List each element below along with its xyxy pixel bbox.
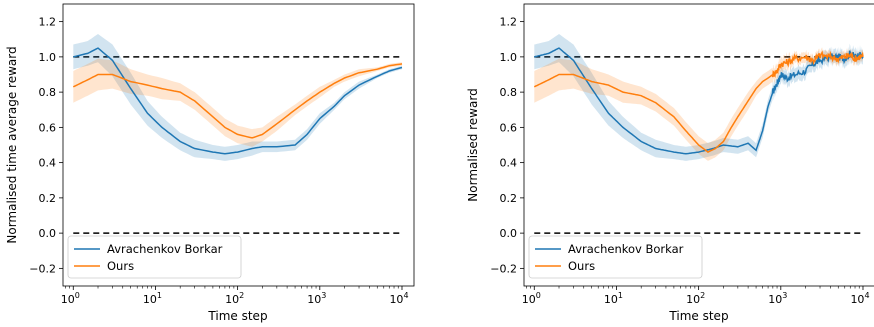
x-axis-right: 100 101 102 103 104 — [522, 286, 870, 306]
y-tick-label-left: 0.2 — [39, 192, 57, 205]
y-axis-title-left: Normalised time average reward — [5, 46, 19, 243]
x-tick-label-right: 102 — [686, 291, 705, 306]
y-tick-label-right: 1.0 — [500, 51, 518, 64]
x-axis-title-right: Time step — [668, 309, 728, 323]
chart-panel-right: −0.20.00.20.40.60.81.01.2 100 101 102 103 10… — [466, 3, 874, 323]
confidence-band-ours-left — [73, 58, 403, 147]
legend-box-right — [528, 235, 703, 279]
y-tick-label-left: 0.8 — [39, 86, 57, 99]
series-line-avrachenkov-left — [73, 47, 403, 155]
confidence-band-ours-right — [534, 47, 863, 161]
y-tick-label-left: −0.2 — [29, 262, 56, 275]
plot-frame-left — [62, 3, 415, 287]
x-axis-title-left: Time step — [207, 309, 267, 323]
y-tick-label-left: 0.0 — [39, 227, 57, 240]
x-tick-label-left: 103 — [307, 291, 326, 306]
plot-frame-right — [523, 3, 874, 287]
y-tick-label-right: 0.8 — [500, 86, 518, 99]
series-line-ours-left — [72, 63, 403, 139]
x-tick-label-right: 100 — [522, 291, 541, 306]
x-tick-label-left: 100 — [61, 291, 80, 306]
legend-box-left — [67, 235, 242, 279]
confidence-band-avrachenkov-left — [73, 34, 403, 161]
x-tick-label-left: 102 — [225, 291, 244, 306]
y-tick-label-left: 1.0 — [39, 51, 57, 64]
series-layer-left — [72, 34, 403, 234]
y-axis-left: −0.2 0.0 0.2 0.4 0.6 0.8 1.0 1.2 — [29, 16, 63, 275]
y-tick-label-left: 0.6 — [39, 121, 57, 134]
chart-panel-left: −0.20.00.20.40.60.81.01.2 100 101 102 103 10… — [5, 3, 415, 323]
x-tick-label-left: 104 — [389, 291, 408, 306]
y-tick-label-left: 1.2 — [39, 16, 57, 29]
series-line-ours-right — [533, 50, 864, 154]
legend-label-ours-left: Ours — [107, 259, 134, 273]
y-tick-label-left: 0.4 — [39, 157, 57, 170]
y-axis-right: −0.2 0.0 0.2 0.4 0.6 0.8 1.0 1.2 — [490, 16, 524, 275]
x-tick-label-right: 103 — [768, 291, 787, 306]
y-tick-label-right: 1.2 — [500, 16, 518, 29]
legend-label-ours-right: Ours — [568, 259, 595, 273]
x-tick-label-right: 101 — [604, 291, 623, 306]
x-tick-label-right: 104 — [850, 291, 869, 306]
y-axis-title-right: Normalised reward — [466, 88, 480, 201]
y-tick-label-right: 0.2 — [500, 192, 518, 205]
y-tick-label-right: 0.0 — [500, 227, 518, 240]
legend-left: Avrachenkov Borkar Ours — [67, 235, 242, 279]
legend-right: Avrachenkov Borkar Ours — [528, 235, 703, 279]
x-tick-label-left: 101 — [143, 291, 162, 306]
series-layer-right — [533, 34, 864, 234]
legend-label-avrachenkov-left: Avrachenkov Borkar — [107, 242, 223, 256]
confidence-band-avrachenkov-right — [534, 34, 863, 161]
legend-label-avrachenkov-right: Avrachenkov Borkar — [568, 242, 684, 256]
y-tick-label-right: 0.6 — [500, 121, 518, 134]
y-tick-label-right: 0.4 — [500, 157, 518, 170]
y-tick-label-right: −0.2 — [490, 262, 517, 275]
x-axis-left: 100 101 102 103 104 — [61, 286, 409, 306]
